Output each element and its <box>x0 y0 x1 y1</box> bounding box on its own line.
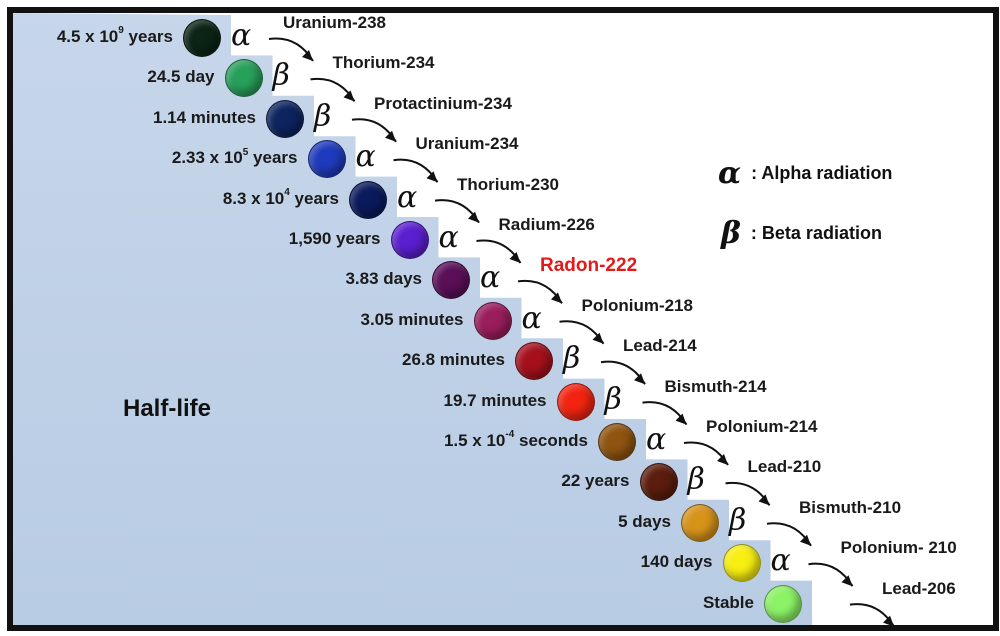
alpha-symbol-icon: α <box>646 422 667 457</box>
nuclide-ball-icon <box>722 544 761 583</box>
nuclide-label: Protactinium-234 <box>374 93 512 113</box>
half-life-label: 1.5 x 10-4 seconds <box>443 429 588 450</box>
half-life-label: 140 days <box>640 552 713 572</box>
beta-symbol-icon: β <box>314 98 332 134</box>
decay-chain-diagram: 4.5 x 109 years α Uranium-238 24.5 day β Thor… <box>7 7 999 631</box>
nuclide-label: Bismuth-214 <box>664 376 767 396</box>
half-life-label: 24.5 day <box>147 67 215 87</box>
half-life-label: 3.83 days <box>345 269 422 289</box>
half-life-label: 19.7 minutes <box>443 390 547 410</box>
half-life-label: 1.14 minutes <box>153 107 256 127</box>
half-life-label: 26.8 minutes <box>402 350 505 370</box>
half-life-label: 5 days <box>618 511 671 531</box>
nuclide-label: Lead-214 <box>623 336 697 356</box>
half-life-label: 22 years <box>561 471 630 491</box>
nuclide-ball-icon <box>266 99 304 138</box>
beta-symbol-icon: β <box>272 58 290 94</box>
alpha-symbol-icon: α <box>770 543 791 579</box>
staircase-background <box>13 13 812 625</box>
legend-beta: β : Beta radiation <box>721 219 882 249</box>
half-life-label: Stable <box>702 592 754 612</box>
nuclide-ball-icon <box>224 59 263 98</box>
nuclide-label: Radon-222 <box>540 255 638 277</box>
nuclide-ball-icon <box>681 503 719 542</box>
alpha-symbol-icon: α <box>718 156 742 191</box>
beta-symbol-icon: β <box>721 216 741 251</box>
nuclide-label: Polonium- 210 <box>840 538 957 558</box>
legend-beta-label: : Beta radiation <box>750 222 882 243</box>
nuclide-label: Polonium-218 <box>581 295 693 315</box>
half-life-title: Half-life <box>123 395 212 422</box>
nuclide-ball-icon <box>349 180 387 219</box>
nuclide-label: Lead-206 <box>882 578 956 598</box>
nuclide-ball-icon <box>390 221 429 259</box>
legend-alpha: α : Alpha radiation <box>718 159 892 189</box>
nuclide-ball-icon <box>515 342 553 381</box>
half-life-label: 3.05 minutes <box>360 309 464 329</box>
nuclide-ball-icon <box>432 261 470 300</box>
alpha-symbol-icon: α <box>480 260 501 296</box>
nuclide-ball-icon <box>183 19 221 57</box>
nuclide-label: Lead-210 <box>747 457 822 477</box>
nuclide-label: Uranium-238 <box>283 13 386 32</box>
legend-alpha-label: : Alpha radiation <box>751 162 893 183</box>
alpha-symbol-icon: α <box>438 220 459 255</box>
nuclide-label: Radium-226 <box>498 215 595 234</box>
nuclide-ball-icon <box>598 423 636 461</box>
half-life-label: 4.5 x 109 years <box>56 25 173 46</box>
half-life-label: 2.33 x 105 years <box>171 146 298 168</box>
beta-symbol-icon: β <box>729 502 747 538</box>
beta-symbol-icon: β <box>687 462 705 498</box>
beta-symbol-icon: β <box>604 381 622 417</box>
nuclide-ball-icon <box>307 140 346 179</box>
half-life-label: 8.3 x 104 years <box>222 186 339 208</box>
nuclide-ball-icon <box>639 463 678 502</box>
alpha-symbol-icon: α <box>397 179 418 215</box>
alpha-symbol-icon: α <box>231 18 252 53</box>
nuclide-label: Polonium-214 <box>706 417 818 436</box>
nuclide-label: Bismuth-210 <box>799 497 902 517</box>
nuclide-label: Thorium-234 <box>332 53 435 73</box>
nuclide-label: Uranium-234 <box>415 134 519 154</box>
nuclide-ball-icon <box>473 301 512 340</box>
half-life-label: 1,590 years <box>288 229 381 248</box>
nuclide-ball-icon <box>556 382 595 421</box>
nuclide-ball-icon <box>764 584 802 623</box>
beta-symbol-icon: β <box>563 341 581 377</box>
alpha-symbol-icon: α <box>355 139 376 175</box>
nuclide-label: Thorium-230 <box>457 174 560 194</box>
alpha-symbol-icon: α <box>521 300 542 336</box>
